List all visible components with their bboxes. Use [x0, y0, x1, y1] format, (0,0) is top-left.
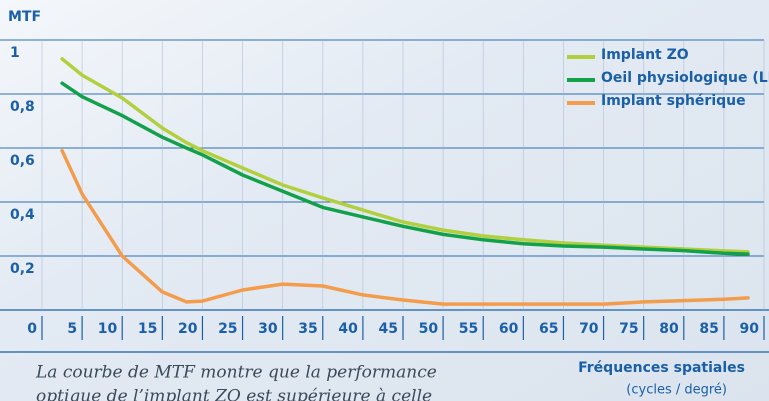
x-tick-label: 80	[659, 321, 679, 337]
x-axis-unit: (cycles / degré)	[626, 383, 727, 398]
x-tick-label: 55	[459, 321, 478, 337]
series-line	[60, 148, 750, 306]
x-tick-label: 30	[258, 321, 278, 337]
y-tick-label: 0,4	[10, 207, 35, 223]
x-tick-label: 60	[499, 321, 519, 337]
x-tick-label: 35	[298, 321, 317, 337]
x-tick-label: 10	[98, 321, 118, 337]
x-tick-label: 15	[138, 321, 157, 337]
x-tick-label: 85	[699, 321, 718, 337]
legend-label: Oeil physiologique (LBE)	[601, 70, 769, 86]
y-tick-label: 0,8	[10, 99, 35, 115]
x-tick-label: 65	[539, 321, 558, 337]
caption-line: optique de l’implant ZO est supérieure à…	[36, 387, 432, 401]
x-tick-label: 20	[178, 321, 198, 337]
series-line	[60, 57, 750, 254]
legend-label: Implant sphérique	[601, 93, 746, 109]
x-tick-label: 45	[379, 321, 398, 337]
y-tick-label: 0,6	[10, 153, 35, 169]
legend-label: Implant ZO	[601, 47, 689, 63]
y-tick-label: 1	[10, 45, 20, 61]
x-tick-label: 50	[419, 321, 439, 337]
x-tick-label: 70	[579, 321, 599, 337]
x-tick-label: 25	[218, 321, 237, 337]
x-tick-label: 75	[619, 321, 638, 337]
x-tick-label: 40	[338, 321, 358, 337]
caption-line: La courbe de MTF montre que la performan…	[35, 363, 437, 383]
series-line	[60, 81, 750, 256]
y-axis-label: MTF	[8, 9, 41, 25]
y-tick-label: 0,2	[10, 261, 35, 277]
x-tick-label: 5	[67, 321, 77, 337]
x-axis-label: Fréquences spatiales	[578, 360, 745, 376]
x-tick-label: 90	[740, 321, 760, 337]
x-tick-label: 0	[27, 321, 37, 337]
